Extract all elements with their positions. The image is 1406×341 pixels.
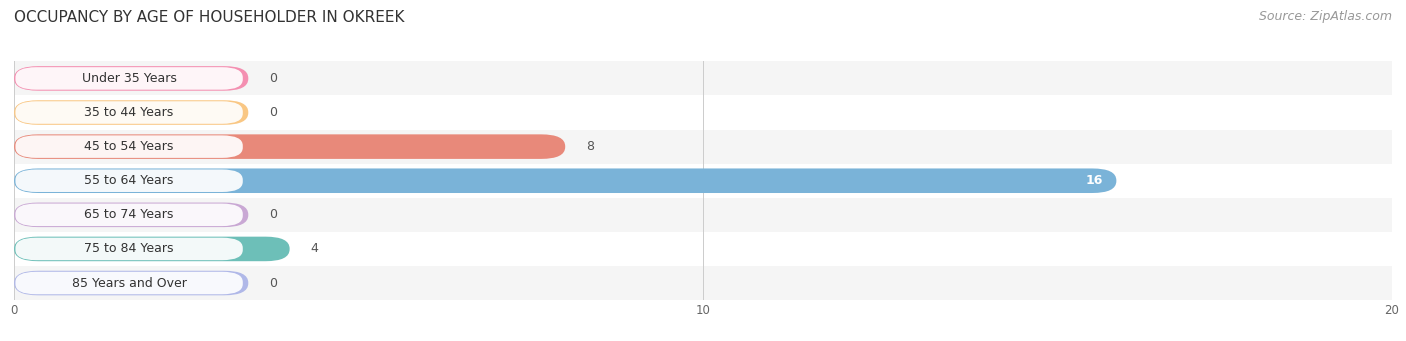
Text: 35 to 44 Years: 35 to 44 Years: [84, 106, 174, 119]
FancyBboxPatch shape: [15, 204, 243, 226]
FancyBboxPatch shape: [15, 67, 243, 90]
FancyBboxPatch shape: [15, 238, 243, 260]
Text: 0: 0: [269, 277, 277, 290]
FancyBboxPatch shape: [14, 100, 249, 125]
Text: 65 to 74 Years: 65 to 74 Years: [84, 208, 174, 221]
FancyBboxPatch shape: [14, 164, 1392, 198]
Text: 75 to 84 Years: 75 to 84 Years: [84, 242, 174, 255]
FancyBboxPatch shape: [15, 101, 243, 124]
Text: Under 35 Years: Under 35 Years: [82, 72, 177, 85]
Text: Source: ZipAtlas.com: Source: ZipAtlas.com: [1258, 10, 1392, 23]
Text: 55 to 64 Years: 55 to 64 Years: [84, 174, 174, 187]
Text: 8: 8: [586, 140, 593, 153]
Text: 85 Years and Over: 85 Years and Over: [72, 277, 187, 290]
FancyBboxPatch shape: [15, 135, 243, 158]
Text: OCCUPANCY BY AGE OF HOUSEHOLDER IN OKREEK: OCCUPANCY BY AGE OF HOUSEHOLDER IN OKREE…: [14, 10, 405, 25]
FancyBboxPatch shape: [15, 272, 243, 294]
Text: 0: 0: [269, 106, 277, 119]
FancyBboxPatch shape: [14, 232, 1392, 266]
FancyBboxPatch shape: [14, 203, 249, 227]
FancyBboxPatch shape: [14, 237, 290, 261]
Text: 16: 16: [1085, 174, 1102, 187]
FancyBboxPatch shape: [14, 61, 1392, 95]
FancyBboxPatch shape: [14, 130, 1392, 164]
FancyBboxPatch shape: [14, 95, 1392, 130]
Text: 0: 0: [269, 208, 277, 221]
FancyBboxPatch shape: [14, 66, 249, 91]
FancyBboxPatch shape: [14, 271, 249, 295]
FancyBboxPatch shape: [14, 198, 1392, 232]
FancyBboxPatch shape: [14, 266, 1392, 300]
FancyBboxPatch shape: [14, 134, 565, 159]
Text: 0: 0: [269, 72, 277, 85]
Text: 4: 4: [311, 242, 318, 255]
FancyBboxPatch shape: [14, 168, 1116, 193]
Text: 45 to 54 Years: 45 to 54 Years: [84, 140, 174, 153]
FancyBboxPatch shape: [15, 169, 243, 192]
